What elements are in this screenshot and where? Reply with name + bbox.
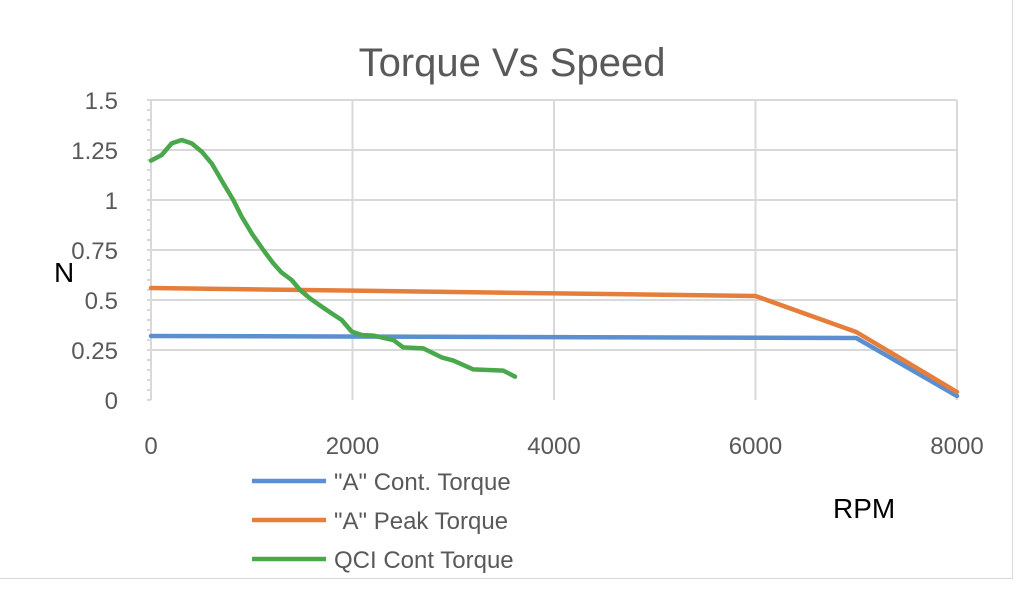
y-tick-label: 1.5 [85,88,118,115]
chart-frame: 0 0.25 0.5 0.75 1 1.25 1.5 0 2000 4000 6000 8000 To… [0,0,1013,579]
legend-label-2: QCI Cont Torque [334,547,514,574]
x-tick-label: 4000 [527,433,580,460]
x-tick-label: 8000 [930,433,983,460]
x-tick-label: 6000 [729,433,782,460]
x-tick-label: 0 [144,433,157,460]
chart-title: Torque Vs Speed [359,41,666,85]
series-line-2 [148,137,518,379]
y-tick-label: 0.5 [85,288,118,315]
series-line-1 [148,285,960,395]
x-axis-label: RPM [833,493,895,524]
y-tick-label: 0.25 [71,338,118,365]
legend-label-1: "A" Peak Torque [334,508,508,535]
y-tick-label: 0 [105,388,118,415]
y-tick-label: 0.75 [71,238,118,265]
y-tick-label: 1.25 [71,138,118,165]
legend-label-0: "A" Cont. Torque [334,469,511,496]
y-tick-label: 1 [105,188,118,215]
x-tick-label: 2000 [326,433,379,460]
y-axis-label: N [54,257,74,288]
